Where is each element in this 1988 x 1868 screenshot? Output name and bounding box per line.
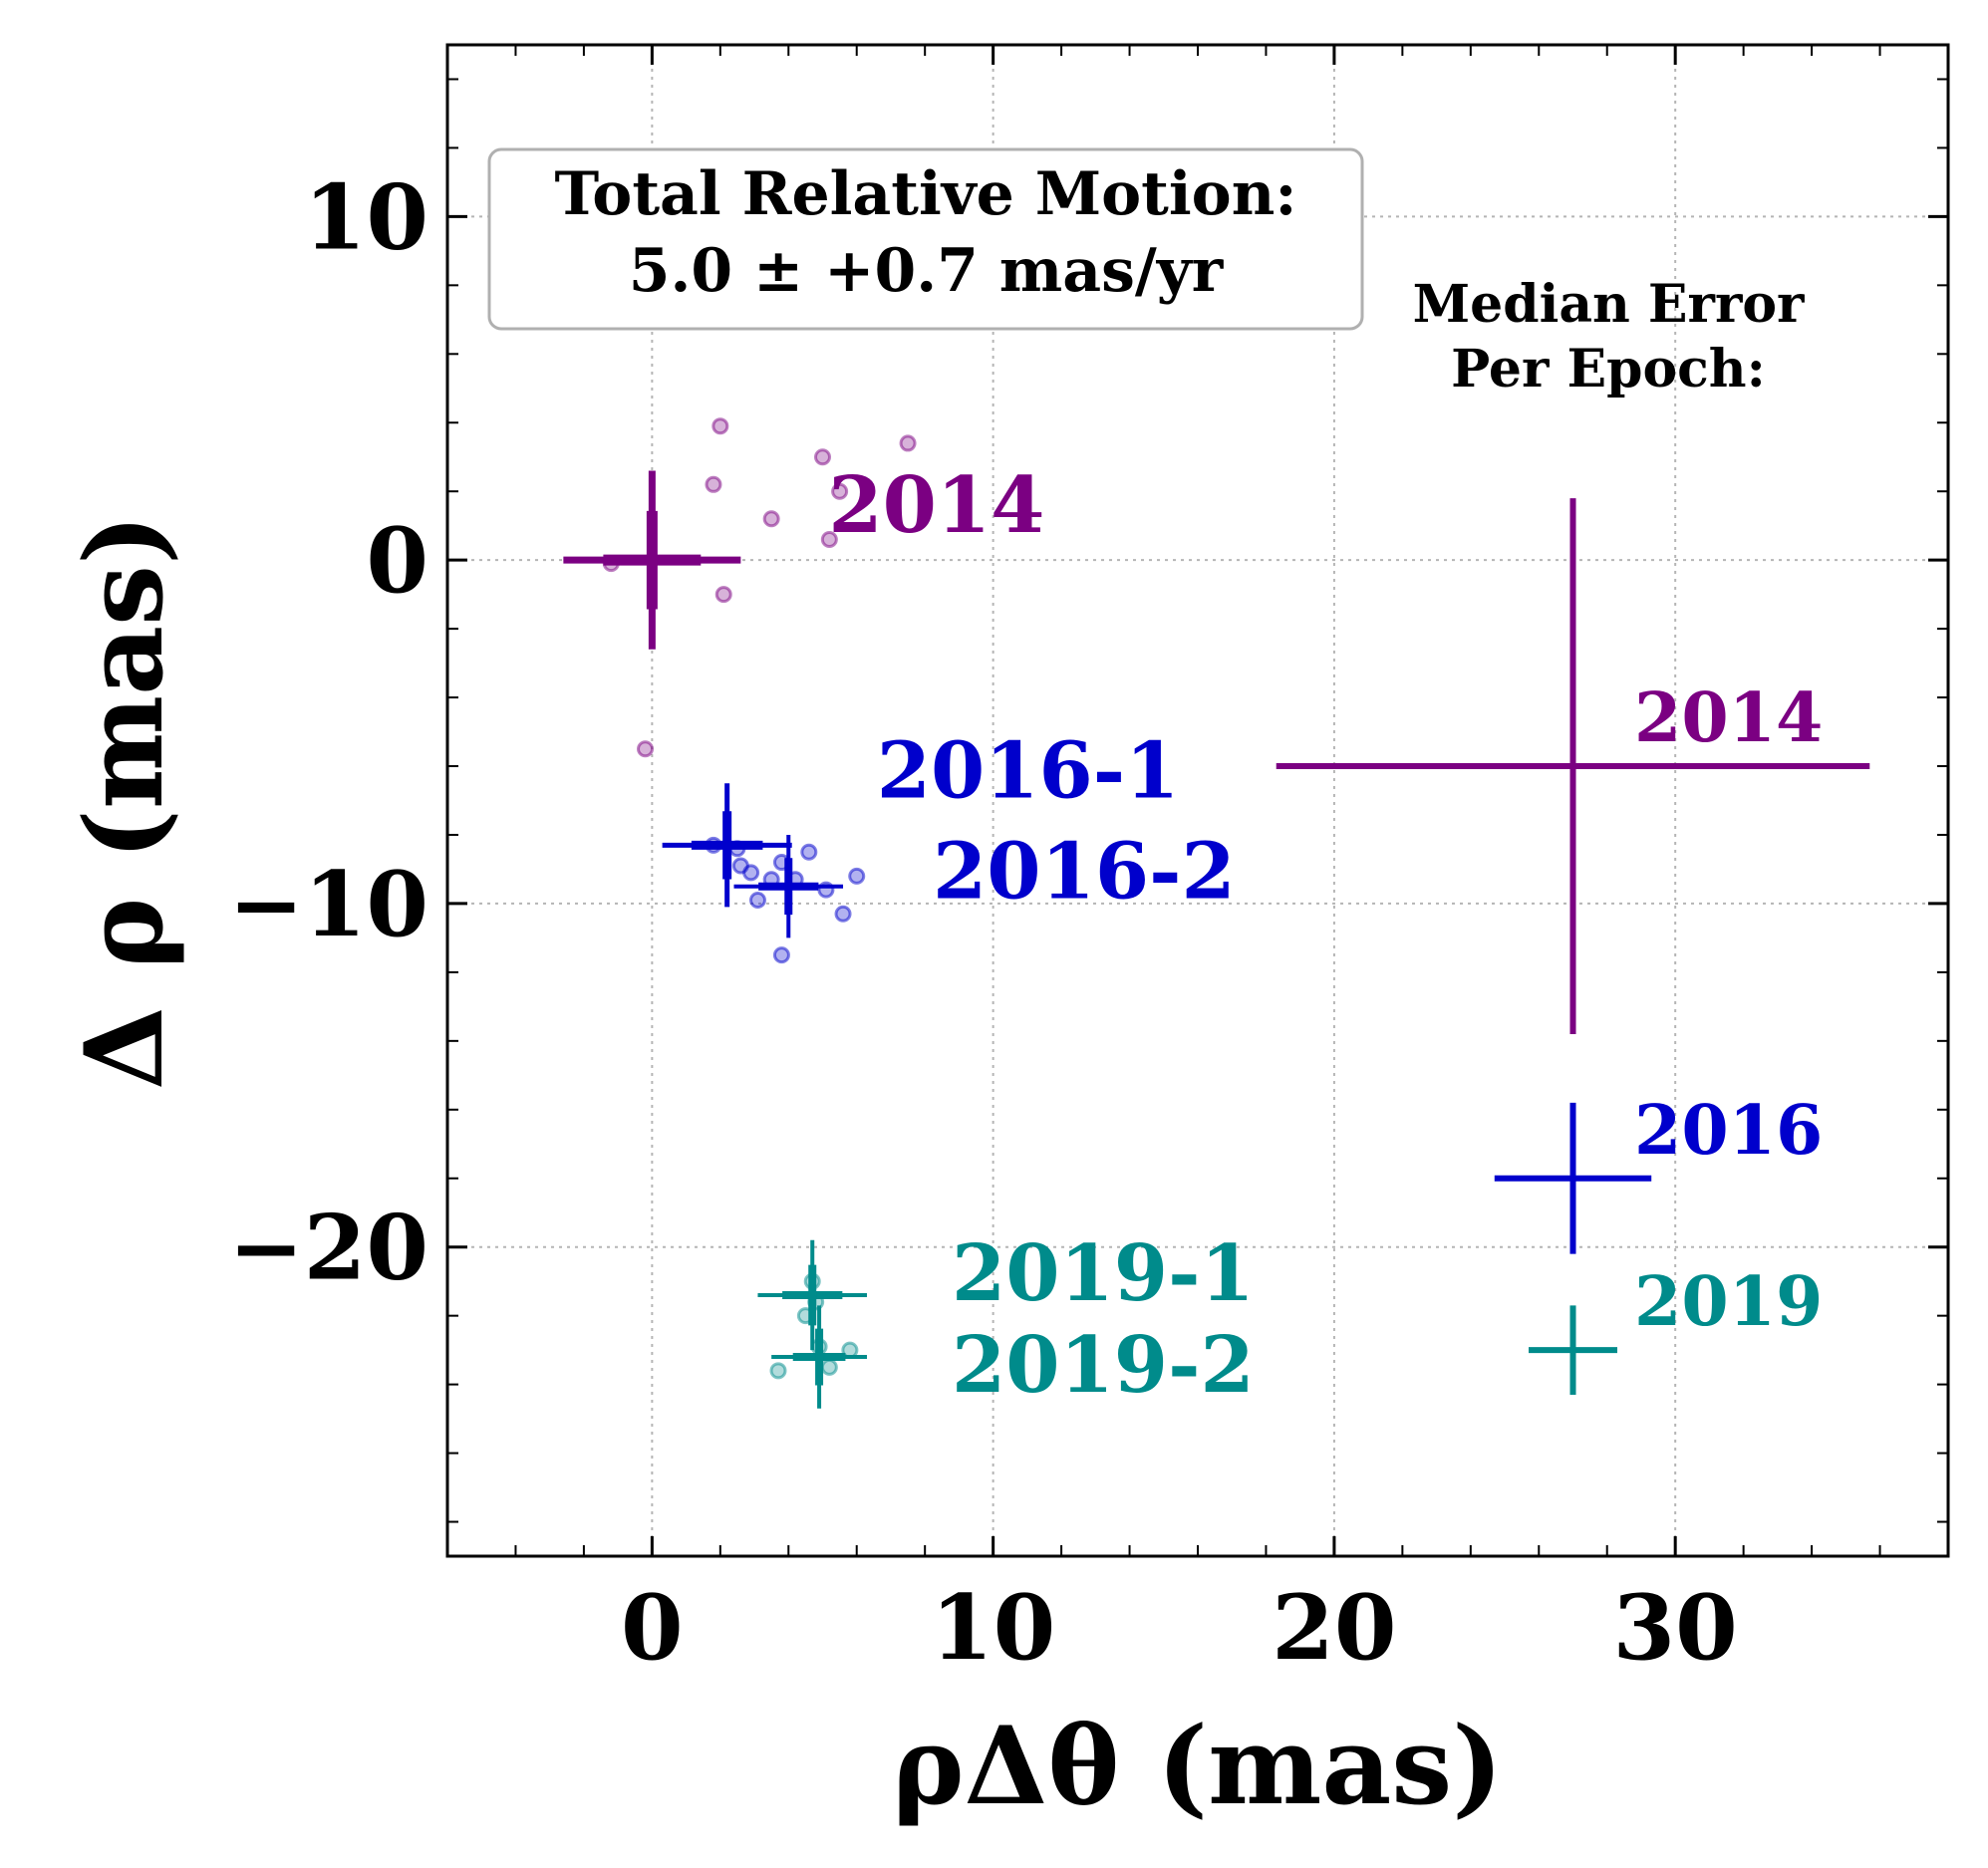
data-point [742, 864, 760, 882]
data-point [831, 482, 849, 500]
y-tick-label: −10 [228, 852, 428, 957]
x-tick-label: 10 [931, 1575, 1055, 1681]
median-error-title-line-1: Median Error [1413, 274, 1805, 335]
data-point [705, 475, 722, 493]
data-point [848, 867, 866, 885]
y-tick-label: 10 [304, 164, 428, 270]
data-point [711, 417, 729, 435]
data-point [820, 1358, 838, 1376]
median-error-markers [1276, 498, 1870, 1395]
series-label: 2016-1 [877, 725, 1180, 816]
data-point [772, 946, 790, 964]
x-tick-label: 0 [621, 1575, 684, 1681]
median-error-label: 2019 [1634, 1262, 1823, 1342]
data-point [762, 510, 780, 528]
median-error-label: 2016 [1634, 1091, 1823, 1171]
data-point [714, 586, 732, 604]
summary-line-2: 5.0 ± +0.7 mas/yr [629, 236, 1225, 306]
data-point [814, 448, 831, 466]
median-error-title: Median Error Per Epoch: [1413, 274, 1805, 400]
series-label: 2019-1 [952, 1228, 1255, 1319]
summary-box: Total Relative Motion: 5.0 ± +0.7 mas/yr [487, 147, 1364, 331]
data-point [637, 740, 655, 758]
data-point [800, 843, 818, 861]
data-point [899, 434, 917, 452]
median-error-title-line-2: Per Epoch: [1451, 339, 1766, 400]
y-axis-label: Δ ρ (mas) [62, 514, 187, 1090]
x-axis-label: ρΔθ (mas) [893, 1704, 1504, 1829]
data-point [834, 905, 852, 923]
y-tick-label: 0 [366, 508, 428, 614]
mean-markers [563, 470, 867, 1409]
plot-frame [445, 43, 1950, 1558]
x-tick-label: 30 [1613, 1575, 1738, 1681]
data-point [820, 530, 838, 548]
x-tick-label: 20 [1272, 1575, 1396, 1681]
data-points [602, 417, 917, 1380]
series-label: 2014 [828, 460, 1044, 551]
series-label: 2019-2 [952, 1320, 1255, 1411]
summary-line-1: Total Relative Motion: [555, 159, 1297, 229]
median-error-label: 2014 [1634, 678, 1823, 758]
data-point [769, 1362, 787, 1380]
data-point [748, 891, 766, 909]
ticks: 0 10 20 30 10 0 −10 −20 [228, 45, 1948, 1681]
series-label: 2016-2 [933, 827, 1236, 918]
y-tick-label: −20 [228, 1196, 428, 1301]
